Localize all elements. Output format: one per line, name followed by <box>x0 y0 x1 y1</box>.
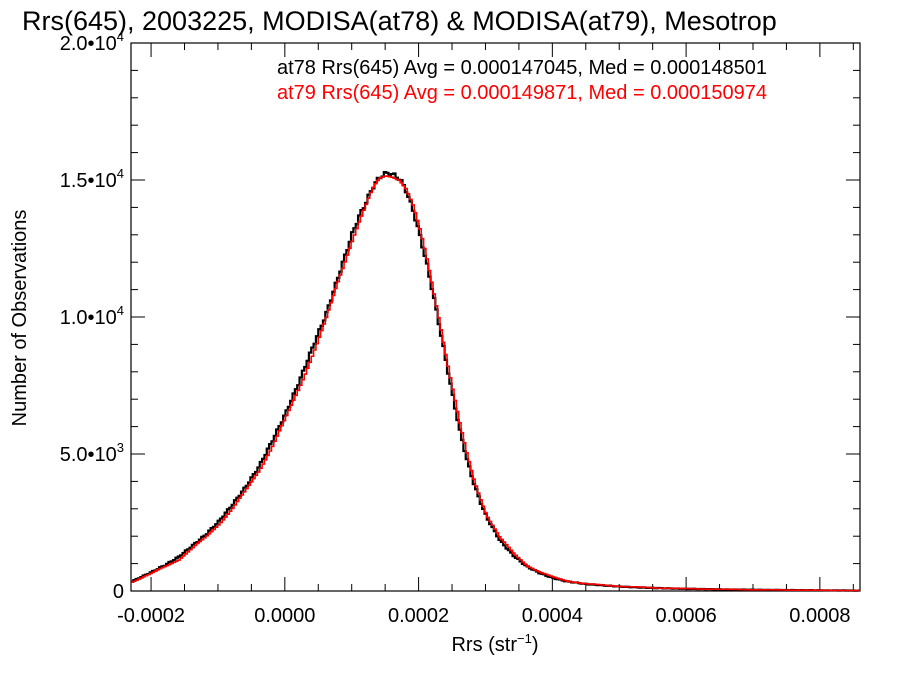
y-tick-label-3: 1.5•104 <box>60 166 124 192</box>
annotation-at79: at79 Rrs(645) Avg = 0.000149871, Med = 0… <box>277 82 767 104</box>
chart-title: Rrs(645), 2003225, MODISA(at78) & MODISA… <box>22 6 777 36</box>
x-axis-label: Rrs (str−1) <box>451 631 538 656</box>
series-line-at78 <box>131 171 861 592</box>
plot-frame <box>130 42 861 592</box>
x-axis-label-exponent: −1 <box>517 631 532 646</box>
x-tick-label-0: -0.0002 <box>117 605 185 627</box>
x-tick-label-5: 0.0008 <box>789 605 850 627</box>
series-line-at79 <box>131 175 860 592</box>
x-tick-label-3: 0.0004 <box>522 605 583 627</box>
annotation-at78: at78 Rrs(645) Avg = 0.000147045, Med = 0… <box>277 57 767 79</box>
x-axis-label-main: Rrs (str <box>451 634 517 656</box>
y-tick-label-1: 5.0•103 <box>60 440 124 466</box>
y-axis: 0 5.0•103 1.0•104 1.5•104 2.0•104 <box>60 29 860 603</box>
x-axis: -0.0002 0.0000 0.0002 0.0004 0.0006 0.0008 <box>117 43 854 627</box>
x-tick-label-1: 0.0000 <box>254 605 315 627</box>
x-tick-label-2: 0.0002 <box>388 605 449 627</box>
y-tick-label-2: 1.0•104 <box>60 303 124 329</box>
x-tick-label-4: 0.0006 <box>656 605 717 627</box>
y-tick-label-4: 2.0•104 <box>60 29 124 55</box>
y-tick-label-0: 0 <box>113 581 124 603</box>
y-axis-label: Number of Observations <box>9 210 31 427</box>
series-group <box>131 171 861 592</box>
x-axis-label-close: ) <box>532 634 539 656</box>
